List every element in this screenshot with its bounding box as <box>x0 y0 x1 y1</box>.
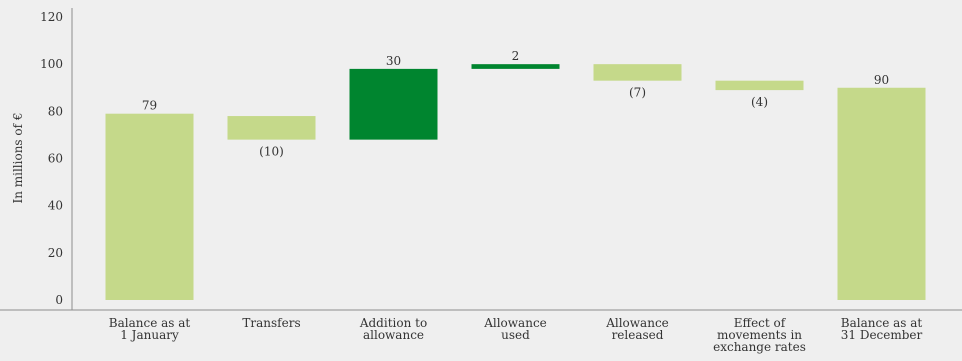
waterfall-bar <box>471 64 560 69</box>
waterfall-bar <box>349 68 438 140</box>
category-label: Effect of movements in exchange rates <box>713 316 806 354</box>
bar-value-label: 90 <box>874 73 889 87</box>
bar-value-label: (4) <box>751 95 768 109</box>
y-tick-label: 60 <box>48 152 63 166</box>
category-label: Allowance used <box>483 316 547 342</box>
bar-value-label: (7) <box>629 86 646 100</box>
bar-value-label: (10) <box>259 145 284 159</box>
category-label: Balance as at 31 December <box>841 316 923 342</box>
y-axis-ticks: 0 20 40 60 80 100 120 <box>40 10 63 307</box>
y-tick-label: 40 <box>48 199 63 213</box>
category-label: Addition to allowance <box>359 316 427 342</box>
waterfall-bar <box>593 64 682 81</box>
y-tick-label: 100 <box>40 57 63 71</box>
bar-value-label: 2 <box>512 49 520 63</box>
bars-group: 79 (10) 30 2 (7) (4) 90 <box>105 49 926 300</box>
y-tick-label: 20 <box>48 246 63 260</box>
x-axis-labels: Balance as at 1 January Transfers Addition … <box>109 316 923 354</box>
y-tick-label: 0 <box>55 293 63 307</box>
bar-value-label: 79 <box>142 99 157 113</box>
category-label: Allowance released <box>605 316 669 342</box>
waterfall-bar <box>715 80 804 91</box>
bar-value-label: 30 <box>386 54 401 68</box>
y-axis-title: In millions of € <box>11 112 25 203</box>
category-label: Transfers <box>242 316 300 330</box>
waterfall-bar <box>227 116 316 140</box>
y-tick-label: 120 <box>40 10 63 24</box>
y-tick-label: 80 <box>48 104 63 118</box>
waterfall-bar <box>837 87 926 300</box>
waterfall-bar <box>105 113 194 300</box>
category-label: Balance as at 1 January <box>109 316 191 342</box>
